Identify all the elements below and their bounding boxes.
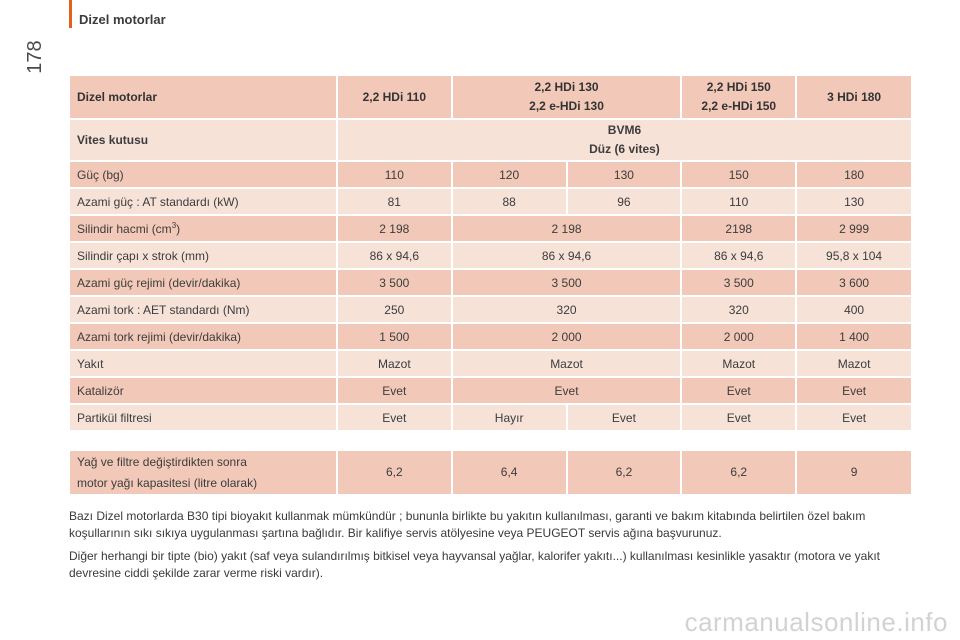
table-cell: Mazot [682, 351, 796, 376]
table-cell: 150 [682, 162, 796, 187]
header-engine-130-line2: 2,2 e-HDi 130 [529, 99, 604, 113]
row-label-text: Silindir hacmi (cm [77, 222, 172, 236]
header-label: Dizel motorlar [70, 76, 336, 118]
row-label: Güç (bg) [70, 162, 336, 187]
cubic-superscript: 3 [171, 221, 177, 230]
row-label: Azami tork : AET standardı (Nm) [70, 297, 336, 322]
table-cell: 130 [567, 162, 681, 187]
table-cell: Evet [452, 378, 681, 403]
table-cell: 6,4 [452, 451, 566, 494]
table-cell: Evet [567, 405, 681, 430]
table-cell: 400 [797, 297, 911, 322]
table-cell: 96 [567, 189, 681, 214]
section-title: Dizel motorlar [79, 12, 166, 27]
table-cell: Hayır [452, 405, 566, 430]
table-row-max-torque: Azami tork : AET standardı (Nm) 250 320 … [70, 297, 911, 322]
table-cell: Evet [797, 405, 911, 430]
table-cell: 2 999 [797, 216, 911, 241]
table-header-row: Dizel motorlar 2,2 HDi 110 2,2 HDi 130 2… [70, 76, 911, 118]
table-cell: Evet [682, 378, 796, 403]
row-label: Katalizör [70, 378, 336, 403]
table-cell: 110 [337, 162, 451, 187]
table-row-catalyst: Katalizör Evet Evet Evet Evet [70, 378, 911, 403]
engine-spec-table: Dizel motorlar 2,2 HDi 110 2,2 HDi 130 2… [68, 74, 913, 432]
table-row-displacement: Silindir hacmi (cm3) 2 198 2 198 2198 2 … [70, 216, 911, 241]
table-cell: 250 [337, 297, 451, 322]
header-engine-150-line1: 2,2 HDi 150 [706, 80, 771, 94]
table-row-particle-filter: Partikül filtresi Evet Hayır Evet Evet E… [70, 405, 911, 430]
gearbox-value-line1: BVM6 [607, 123, 642, 137]
table-cell: 88 [452, 189, 566, 214]
note-prohibited-fuels: Diğer herhangi bir tipte (bio) yakıt (sa… [69, 549, 880, 580]
row-label: Vites kutusu [70, 120, 336, 160]
row-label: Yakıt [70, 351, 336, 376]
table-cell: 86 x 94,6 [337, 243, 451, 268]
table-cell: 2 000 [452, 324, 681, 349]
header-engine-150-line2: 2,2 e-HDi 150 [701, 99, 777, 113]
table-cell: 6,2 [682, 451, 796, 494]
table-cell: Evet [337, 405, 451, 430]
table-row-max-power-rpm: Azami güç rejimi (devir/dakika) 3 500 3 … [70, 270, 911, 295]
table-cell: 3 500 [682, 270, 796, 295]
row-label: Silindir çapı x strok (mm) [70, 243, 336, 268]
table-cell: 320 [682, 297, 796, 322]
row-label: Yağ ve filtre değiştirdikten sonra motor… [70, 451, 336, 494]
table-cell: 2 198 [337, 216, 451, 241]
page-number: 178 [23, 40, 46, 74]
note-biofuel: Bazı Dizel motorlarda B30 tipi bioyakıt … [69, 509, 866, 540]
table-cell: Evet [797, 378, 911, 403]
table-row-oil-capacity: Yağ ve filtre değiştirdikten sonra motor… [70, 451, 911, 494]
table-row-gearbox: Vites kutusu BVM6 Düz (6 vites) [70, 120, 911, 160]
table-cell: Evet [337, 378, 451, 403]
row-label: Partikül filtresi [70, 405, 336, 430]
table-cell: 6,2 [337, 451, 451, 494]
table-cell: Mazot [452, 351, 681, 376]
table-cell: Mazot [797, 351, 911, 376]
table-cell: 3 500 [452, 270, 681, 295]
table-cell: 180 [797, 162, 911, 187]
header-engine-130-line1: 2,2 HDi 130 [534, 80, 599, 94]
table-cell: 110 [682, 189, 796, 214]
header-engine-180: 3 HDi 180 [797, 76, 911, 118]
table-row-power-hp: Güç (bg) 110 120 130 150 180 [70, 162, 911, 187]
gearbox-value: BVM6 Düz (6 vites) [337, 120, 911, 160]
table-cell: 120 [452, 162, 566, 187]
section-accent-bar [69, 0, 72, 28]
table-cell: 2198 [682, 216, 796, 241]
table-cell: 86 x 94,6 [682, 243, 796, 268]
table-cell: 2 000 [682, 324, 796, 349]
table-cell: Mazot [337, 351, 451, 376]
watermark: carmanualsonline.info [684, 607, 948, 637]
table-cell: 3 600 [797, 270, 911, 295]
row-label: Azami güç rejimi (devir/dakika) [70, 270, 336, 295]
notes: Bazı Dizel motorlarda B30 tipi bioyakıt … [69, 508, 909, 588]
row-label: Azami güç : AT standardı (kW) [70, 189, 336, 214]
oil-label-line1: Yağ ve filtre değiştirdikten sonra [77, 454, 247, 469]
row-label-suffix: ) [176, 222, 181, 236]
table-row-max-torque-rpm: Azami tork rejimi (devir/dakika) 1 500 2… [70, 324, 911, 349]
table-cell: 9 [797, 451, 911, 494]
table-cell: 95,8 x 104 [797, 243, 911, 268]
table-cell: 3 500 [337, 270, 451, 295]
table-cell: 81 [337, 189, 451, 214]
header-engine-150: 2,2 HDi 150 2,2 e-HDi 150 [682, 76, 796, 118]
header-engine-110: 2,2 HDi 110 [337, 76, 451, 118]
table-cell: 320 [452, 297, 681, 322]
table-row-bore-stroke: Silindir çapı x strok (mm) 86 x 94,6 86 … [70, 243, 911, 268]
table-cell: 1 500 [337, 324, 451, 349]
oil-capacity-table: Yağ ve filtre değiştirdikten sonra motor… [68, 449, 913, 496]
row-label: Azami tork rejimi (devir/dakika) [70, 324, 336, 349]
table-row-max-power-kw: Azami güç : AT standardı (kW) 81 88 96 1… [70, 189, 911, 214]
table-cell: Evet [682, 405, 796, 430]
gearbox-value-line2: Düz (6 vites) [589, 142, 660, 156]
table-cell: 1 400 [797, 324, 911, 349]
table-cell: 2 198 [452, 216, 681, 241]
oil-label-line2: motor yağı kapasitesi (litre olarak) [77, 475, 258, 490]
table-cell: 86 x 94,6 [452, 243, 681, 268]
table-cell: 130 [797, 189, 911, 214]
header-engine-130: 2,2 HDi 130 2,2 e-HDi 130 [452, 76, 681, 118]
table-row-fuel: Yakıt Mazot Mazot Mazot Mazot [70, 351, 911, 376]
table-cell: 6,2 [567, 451, 681, 494]
row-label: Silindir hacmi (cm3) [70, 216, 336, 241]
